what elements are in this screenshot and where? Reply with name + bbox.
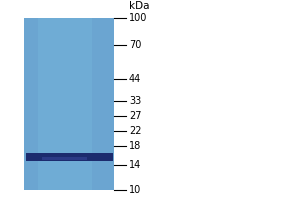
Text: 18: 18: [129, 141, 141, 151]
Text: 22: 22: [129, 126, 142, 136]
Bar: [38, 18, 92, 190]
Text: kDa: kDa: [129, 1, 149, 11]
Text: 70: 70: [129, 40, 141, 50]
Bar: [26, 153, 112, 161]
Text: 33: 33: [129, 96, 141, 106]
Text: 100: 100: [129, 13, 147, 23]
Text: 44: 44: [129, 74, 141, 84]
Text: 10: 10: [129, 185, 141, 195]
Text: 27: 27: [129, 111, 142, 121]
Bar: [42, 157, 87, 160]
Text: 14: 14: [129, 160, 141, 170]
